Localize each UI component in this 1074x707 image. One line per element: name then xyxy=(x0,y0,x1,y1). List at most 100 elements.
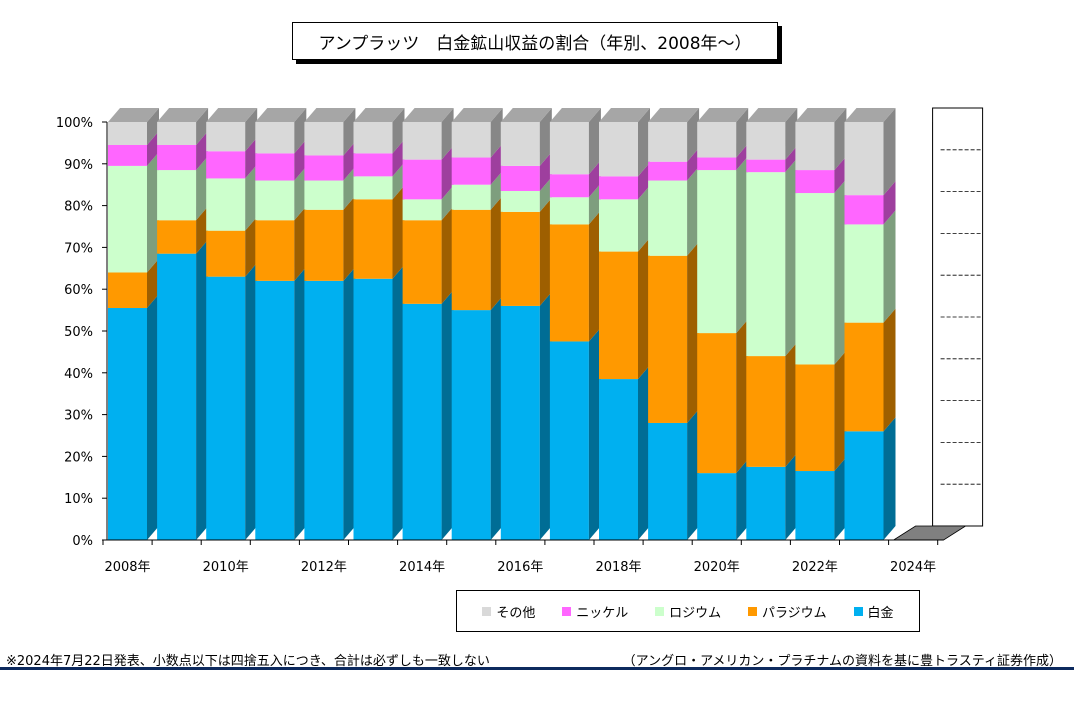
bar-segment xyxy=(795,122,835,171)
bar-segment-side xyxy=(147,130,159,166)
legend-item: ニッケル xyxy=(562,602,628,621)
bar-segment xyxy=(402,199,442,221)
bar-segment-side xyxy=(883,210,896,323)
bar-segment-side xyxy=(834,350,847,472)
bar-segment-side xyxy=(539,151,552,191)
bar-top-cap xyxy=(697,108,749,122)
bar-segment-side xyxy=(245,137,258,179)
bar-segment xyxy=(157,170,197,221)
y-tick-label: 20% xyxy=(64,450,93,465)
bar-segment xyxy=(549,197,589,225)
bar-top-cap xyxy=(795,108,847,122)
x-tick-label: 2010年 xyxy=(203,560,249,575)
bar-segment xyxy=(255,180,295,221)
bar-segment-side xyxy=(736,319,749,474)
bar-segment xyxy=(157,220,197,254)
bar-stack xyxy=(746,108,798,540)
bar-segment xyxy=(599,379,638,540)
bar-segment-side xyxy=(392,264,405,540)
legend-item: 白金 xyxy=(853,602,894,621)
bar-segment xyxy=(157,144,197,171)
bar-segment-side xyxy=(687,147,700,181)
bar-segment-side xyxy=(490,296,503,540)
bar-segment-side xyxy=(196,130,209,171)
bar-segment xyxy=(500,165,540,191)
bar-segment xyxy=(549,341,589,540)
empty-slot-wall xyxy=(932,107,984,527)
bar-segment-side xyxy=(785,145,798,173)
bar-segment xyxy=(549,174,589,198)
bar-segment xyxy=(304,155,344,181)
footnote-source: （アングロ・アメリカン・プラチナムの資料を基に豊トラスティ証券作成） xyxy=(622,654,1062,669)
bar-segment-side xyxy=(638,108,650,177)
bar-segment xyxy=(108,308,147,540)
bar-segment xyxy=(353,153,393,177)
legend-swatch xyxy=(482,606,492,616)
bar-segment-side xyxy=(883,417,896,540)
bar-top-cap xyxy=(206,108,258,122)
bar-segment-side xyxy=(736,143,749,171)
bar-segment-side xyxy=(638,162,650,200)
bar-segment-side xyxy=(490,195,503,311)
bar-segment-side xyxy=(539,291,552,540)
bar-segment-side xyxy=(736,459,749,540)
chart-axes: 0% 10% 20% 30% 40% 50% 60% 70% 80% 90% 100% 2008年 20… xyxy=(56,116,944,575)
bar-segment-side xyxy=(343,195,356,281)
bar-segment xyxy=(108,272,147,309)
bar-segment xyxy=(697,122,737,158)
x-tick-label: 2020年 xyxy=(694,560,740,575)
legend-label: ロジウム xyxy=(669,605,722,621)
bar-segment-side xyxy=(294,206,307,281)
bar-segment-side xyxy=(147,151,159,273)
bar-segment xyxy=(844,431,884,540)
y-tick-label: 90% xyxy=(64,158,93,173)
bar-segment xyxy=(108,144,147,166)
legend-swatch xyxy=(655,606,665,616)
bar-segment-side xyxy=(883,108,896,196)
bar-segment xyxy=(108,122,147,145)
bar-segment xyxy=(304,122,344,156)
bar-segment xyxy=(304,209,344,281)
bar-top-cap xyxy=(746,108,798,122)
bar-segment-side xyxy=(441,145,454,200)
x-tick-label: 2016年 xyxy=(497,560,543,575)
bar-segment-side xyxy=(441,185,454,221)
bar-stack xyxy=(108,108,159,540)
bar-segment-side xyxy=(588,210,601,342)
bar-segment xyxy=(795,471,835,540)
y-tick-label: 0% xyxy=(72,534,93,549)
bar-top-cap xyxy=(549,108,601,122)
bar-segment-side xyxy=(441,289,454,540)
bar-segment xyxy=(206,276,246,540)
y-tick-label: 30% xyxy=(64,409,93,424)
bar-segment xyxy=(402,220,442,304)
bar-segment xyxy=(697,157,737,171)
bar-segment-side xyxy=(441,108,454,160)
bar-stack xyxy=(353,108,405,540)
bar-segment xyxy=(451,157,491,185)
bar-segment xyxy=(549,224,589,342)
bar-segment-side xyxy=(294,166,307,221)
bar-segment xyxy=(599,199,638,252)
bar-segment-side xyxy=(392,108,405,154)
bar-segment-side xyxy=(785,108,798,160)
bar-segment xyxy=(746,356,786,467)
bar-segment xyxy=(353,278,393,540)
bar-segment xyxy=(844,122,884,196)
bar-segment-side xyxy=(883,181,896,225)
bar-segment xyxy=(304,280,344,540)
bar-stack xyxy=(451,108,503,540)
bar-segment xyxy=(795,364,835,472)
bar-segment xyxy=(746,122,786,160)
bar-stack-group xyxy=(108,108,896,541)
bar-segment xyxy=(648,180,688,256)
bar-segment-side xyxy=(588,183,601,225)
bar-stack xyxy=(697,108,749,540)
bar-segment xyxy=(451,184,491,210)
bar-top-cap xyxy=(255,108,307,122)
x-tick-label: 2008年 xyxy=(104,560,150,575)
bar-segment xyxy=(255,122,295,154)
y-tick-label: 50% xyxy=(64,325,93,340)
bar-stack xyxy=(206,108,258,540)
y-tick-label: 100% xyxy=(56,116,93,131)
